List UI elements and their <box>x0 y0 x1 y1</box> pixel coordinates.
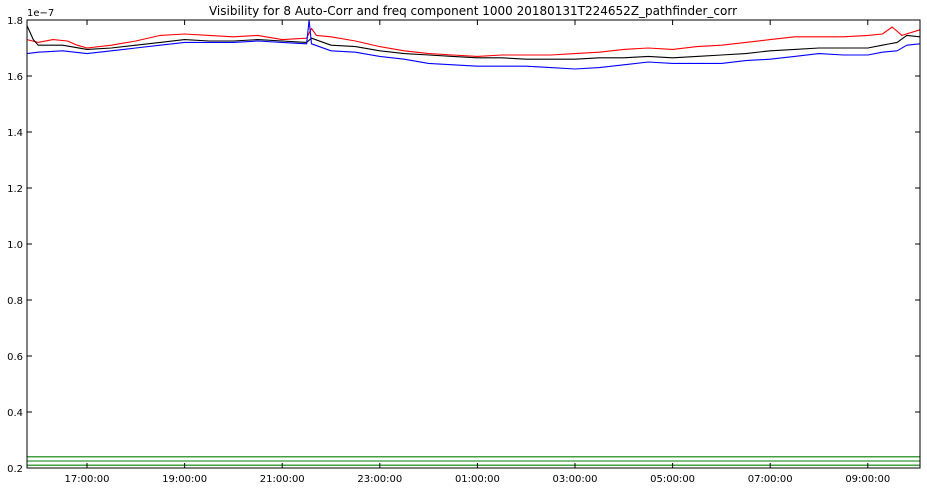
y-tick-label: 1.2 <box>7 184 23 195</box>
y-tick-label: 1.6 <box>7 72 23 83</box>
series-line-3 <box>26 19 921 70</box>
series-layer <box>26 19 921 466</box>
y-offset-label: 1e−7 <box>27 8 54 19</box>
x-tick-label: 21:00:00 <box>260 474 305 485</box>
x-tick-label: 19:00:00 <box>162 474 207 485</box>
y-tick-label: 1.0 <box>7 240 23 251</box>
y-tick-label: 1.4 <box>7 128 23 139</box>
x-tick-label: 01:00:00 <box>455 474 500 485</box>
y-tick-label: 0.2 <box>7 464 23 475</box>
x-tick-label: 23:00:00 <box>357 474 402 485</box>
x-tick-label: 07:00:00 <box>748 474 793 485</box>
x-tick-layer: 17:00:00 19:00:00 21:00:00 23:00:00 01:00:00… <box>65 20 890 485</box>
y-tick-layer: 0.2 0.4 0.6 0.8 1.0 1.2 1.4 1.6 1.8 <box>7 16 920 475</box>
series-line-2 <box>26 25 921 60</box>
y-tick-label: 0.4 <box>7 408 23 419</box>
x-tick-label: 05:00:00 <box>650 474 695 485</box>
y-tick-label: 0.8 <box>7 296 23 307</box>
y-tick-label: 0.6 <box>7 352 23 363</box>
x-tick-label: 03:00:00 <box>553 474 598 485</box>
x-tick-label: 09:00:00 <box>845 474 890 485</box>
x-tick-label: 17:00:00 <box>65 474 110 485</box>
series-line-1 <box>26 26 921 57</box>
plot-frame <box>26 19 921 469</box>
y-tick-label: 1.8 <box>7 16 23 27</box>
chart-title: Visibility for 8 Auto-Corr and freq comp… <box>209 4 737 18</box>
